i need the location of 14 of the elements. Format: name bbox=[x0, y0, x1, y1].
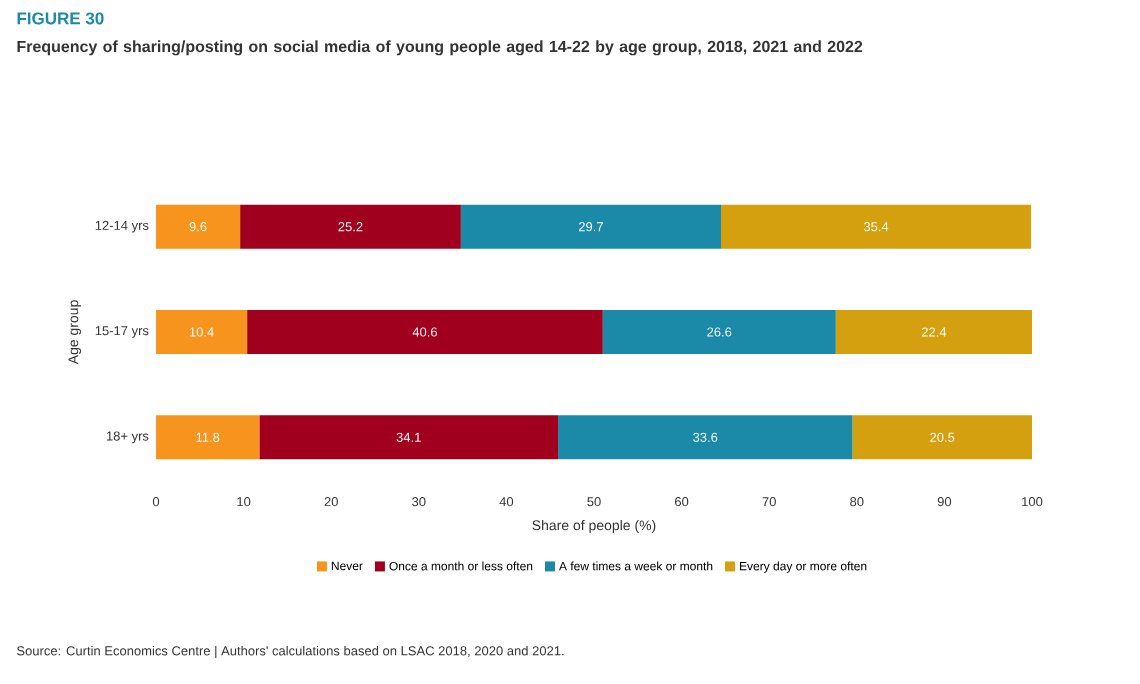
bar bbox=[247, 309, 603, 354]
bar bbox=[156, 415, 260, 460]
bar bbox=[721, 204, 1032, 249]
chart-subtitle: Frequency of sharing/posting on social media of young people aged 14-22 by age group, 2018, 2021 and 2022 bbox=[17, 40, 863, 56]
bar bbox=[602, 309, 836, 354]
chart-title: FIGURE 30 bbox=[17, 12, 104, 25]
bar bbox=[460, 204, 722, 249]
bar bbox=[835, 309, 1032, 354]
bar bbox=[852, 415, 1032, 460]
bar bbox=[558, 415, 853, 460]
bar bbox=[156, 204, 241, 249]
bar bbox=[240, 204, 461, 249]
bar bbox=[259, 415, 559, 460]
bar bbox=[156, 309, 248, 354]
